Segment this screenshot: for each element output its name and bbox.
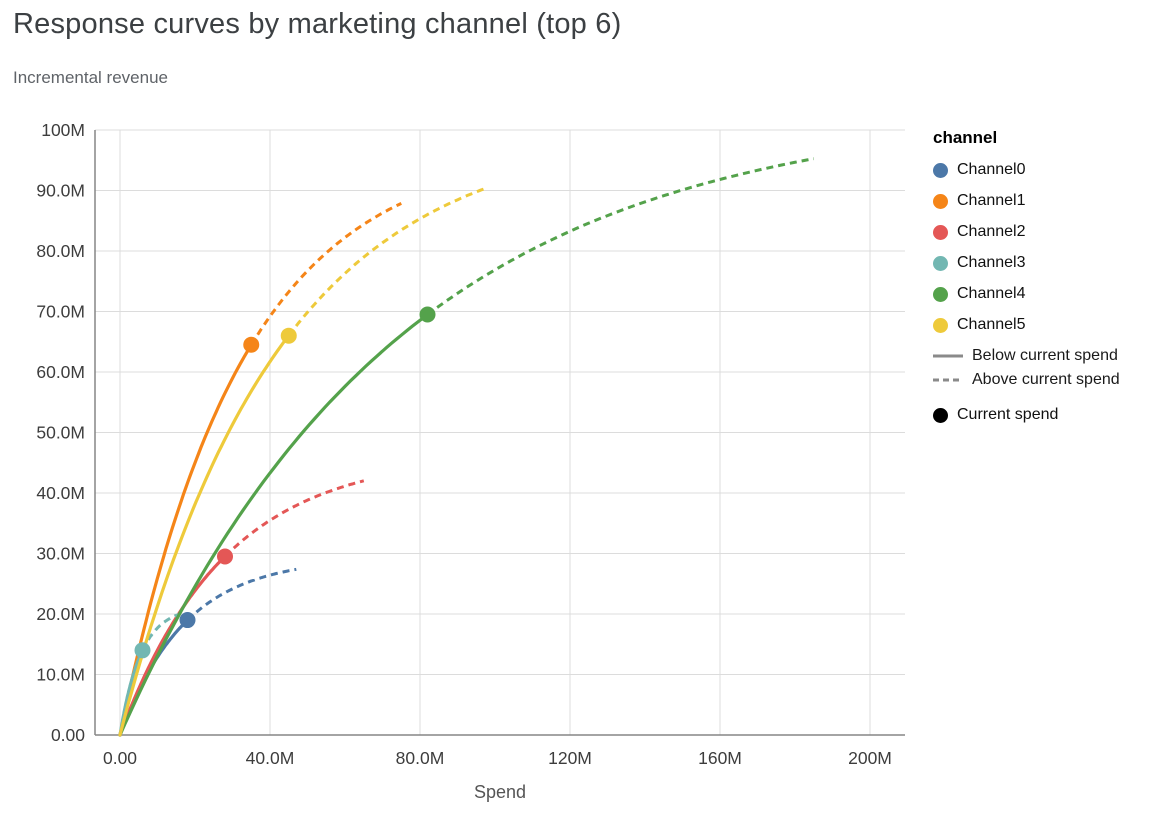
chart-title: Response curves by marketing channel (to…: [13, 8, 622, 40]
x-axis-title: Spend: [474, 782, 526, 802]
y-tick-label: 40.0M: [36, 483, 85, 503]
series-channel1-above-current-curve: [250, 202, 402, 346]
series-channel5-current-spend-marker: [280, 327, 297, 344]
legend-entry-label: Channel2: [957, 223, 1026, 240]
legend-swatch-channel5: [933, 317, 948, 333]
series-channel4-below-current-curve: [118, 313, 430, 737]
series-channel4-current-spend-marker: [419, 306, 436, 323]
legend-title: channel: [933, 128, 998, 147]
legend-entry-label: Channel3: [957, 254, 1026, 271]
legend-entry-channel0: Channel0: [933, 161, 1120, 179]
series-channel3-current-spend-marker: [134, 642, 151, 659]
legend-entry-label: Channel0: [957, 161, 1026, 178]
series-channel3-above-current-curve: [141, 612, 181, 651]
legend-entry-channel1: Channel1: [933, 192, 1120, 210]
y-tick-label: 90.0M: [36, 181, 85, 201]
series-channel5-above-current-curve: [287, 187, 485, 337]
y-tick-label: 60.0M: [36, 362, 85, 382]
x-tick-label: 40.0M: [246, 748, 295, 768]
y-axis-title: Incremental revenue: [13, 68, 168, 87]
legend-marker-label: Current spend: [957, 406, 1059, 423]
legend-channel-entries: Channel0 Channel1 Channel2 Channel3 Channel4…: [933, 161, 1120, 334]
legend-style-above-current-spend: Above current spend: [933, 371, 1120, 389]
legend-swatch-channel3: [933, 255, 948, 271]
legend-swatch-channel0: [933, 162, 948, 178]
legend-line-styles: Below current spend Above current spend: [933, 347, 1120, 389]
legend-entry-label: Channel5: [957, 316, 1026, 333]
legend-entry-channel4: Channel4: [933, 285, 1120, 303]
series-channel0-below-current-curve: [118, 618, 190, 737]
series-channel4-above-current-curve: [426, 157, 815, 316]
x-tick-label: 120M: [548, 748, 592, 768]
series-channel2-current-spend-marker: [217, 548, 233, 565]
legend-current-spend: Current spend: [933, 406, 1120, 424]
legend-entry-channel2: Channel2: [933, 223, 1120, 241]
x-tick-label: 200M: [848, 748, 892, 768]
y-tick-label: 20.0M: [36, 604, 85, 624]
solid-line-sample-icon: [933, 354, 963, 358]
x-tick-label: 160M: [698, 748, 742, 768]
response-curves-plot: 0.00 10.0M 20.0M 30.0M 40.0M 50.0M 60.0M 70.0M 8…: [36, 120, 905, 802]
current-spend-dot-icon: [933, 407, 948, 423]
y-tick-label: 0.00: [51, 725, 85, 745]
legend-entry-channel3: Channel3: [933, 254, 1120, 272]
legend-style-below-current-spend: Below current spend: [933, 347, 1120, 365]
series-channel0-current-spend-marker: [179, 612, 196, 629]
x-tick-label: 0.00: [103, 748, 137, 768]
series-channel1-below-current-curve: [118, 343, 253, 737]
legend-entry-label: Channel1: [957, 192, 1026, 209]
y-tick-label: 10.0M: [36, 665, 85, 685]
series-channel5-below-current-curve: [118, 333, 291, 737]
dashed-line-sample-icon: [933, 378, 963, 382]
x-tick-label: 80.0M: [396, 748, 445, 768]
legend-style-label: Above current spend: [972, 371, 1120, 388]
legend-swatch-channel1: [933, 193, 948, 209]
series-channel3-below-current-curve: [118, 648, 145, 737]
legend-style-label: Below current spend: [972, 347, 1118, 364]
legend-swatch-channel2: [933, 224, 948, 240]
legend-entry-label: Channel4: [957, 285, 1026, 302]
legend-entry-current-spend: Current spend: [933, 406, 1120, 424]
series-channel2-below-current-curve: [118, 554, 227, 737]
y-tick-label: 30.0M: [36, 544, 85, 564]
y-tick-label: 80.0M: [36, 241, 85, 261]
legend: channel Channel0 Channel1 Channel2 Channel3…: [933, 128, 1120, 437]
legend-swatch-channel4: [933, 286, 948, 302]
y-tick-label: 70.0M: [36, 302, 85, 322]
legend-entry-channel5: Channel5: [933, 316, 1120, 334]
series-channel2-above-current-curve: [223, 479, 365, 558]
y-tick-label: 50.0M: [36, 423, 85, 443]
y-tick-label: 100M: [41, 120, 85, 140]
series-channel0-above-current-curve: [186, 567, 297, 622]
series-channel1-current-spend-marker: [243, 336, 260, 353]
